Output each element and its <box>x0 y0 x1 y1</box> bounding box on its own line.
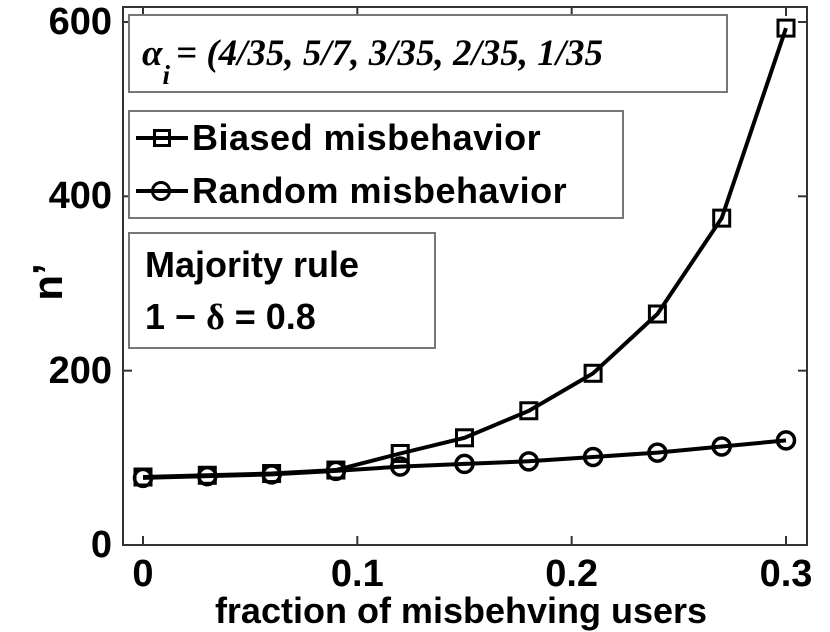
y-tick-label: 200 <box>48 349 112 392</box>
x-axis-label: fraction of misbehving users <box>214 590 708 631</box>
legend-item-biased: Biased misbehavior <box>136 112 622 165</box>
alpha-symbol: α <box>142 33 163 74</box>
square-data-marker <box>390 443 410 463</box>
delta-symbol: δ <box>206 296 225 337</box>
circle-marker-icon <box>136 179 188 203</box>
circle-data-marker <box>518 451 540 472</box>
circle-data-marker <box>454 453 475 475</box>
series-line-circle <box>142 438 787 480</box>
square-data-marker <box>776 18 796 38</box>
x-tick-label: 0.2 <box>545 553 599 595</box>
x-tick-label: 0.1 <box>330 553 384 595</box>
circle-data-marker <box>261 464 282 485</box>
delta-equation-text: 1 − δ = 0.8 <box>145 291 434 343</box>
x-tick-label: 0.3 <box>759 553 813 595</box>
circle-data-marker <box>775 430 797 451</box>
circle-data-marker <box>647 442 668 463</box>
circle-data-marker <box>582 446 604 468</box>
axes-box <box>122 6 808 546</box>
square-glyph <box>153 129 171 148</box>
parameters-annotation-box: Majority rule 1 − δ = 0.8 <box>128 232 436 349</box>
circle-data-marker <box>325 460 347 482</box>
square-data-marker <box>583 363 603 383</box>
square-data-marker <box>519 401 539 421</box>
circle-data-marker <box>711 436 732 457</box>
x-tick-label: 0 <box>132 553 154 595</box>
circle-data-marker <box>132 467 154 489</box>
legend-line <box>136 136 188 141</box>
square-data-marker <box>647 304 667 324</box>
legend-label-biased: Biased misbehavior <box>192 117 542 159</box>
circle-glyph <box>151 180 171 201</box>
square-marker-icon <box>136 126 188 150</box>
delta-eq-post: = 0.8 <box>224 295 316 337</box>
alpha-expression: = (4/35, 5/7, 3/35, 2/35, 1/35 <box>176 33 604 74</box>
square-data-marker <box>455 428 474 448</box>
delta-eq-pre: 1 − <box>145 295 207 337</box>
square-data-marker <box>712 208 732 228</box>
legend: Biased misbehavior Random misbehavior <box>128 110 624 219</box>
y-axis-label: n’ <box>24 263 71 301</box>
alpha-subscript: i <box>162 60 170 90</box>
legend-item-random: Random misbehavior <box>136 165 622 218</box>
y-tick-label: 600 <box>48 1 112 43</box>
legend-label-random: Random misbehavior <box>192 169 568 211</box>
y-tick-label: 400 <box>48 175 112 218</box>
circle-data-marker <box>389 456 411 477</box>
alpha-annotation-box: α i = (4/35, 5/7, 3/35, 2/35, 1/35 <box>128 14 728 93</box>
y-tick-label: 0 <box>90 524 112 566</box>
circle-data-marker <box>197 465 218 487</box>
majority-rule-text: Majority rule <box>145 243 360 285</box>
